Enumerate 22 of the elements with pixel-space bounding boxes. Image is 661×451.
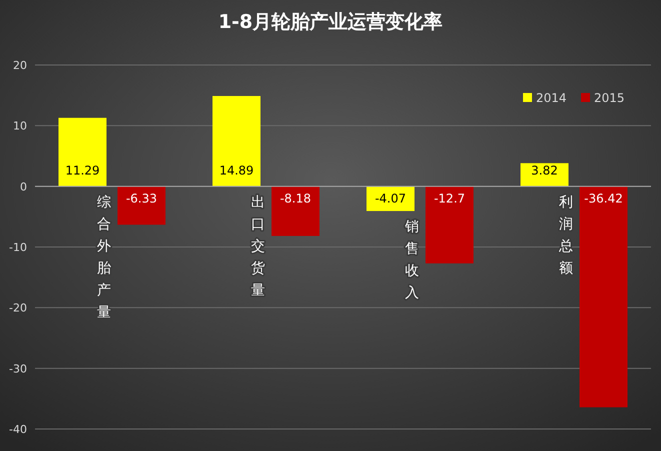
x-tick-label: 综合外胎产量	[97, 194, 111, 320]
chart-title: 1-8月轮胎产业运营变化率	[218, 11, 443, 33]
data-label: -12.7	[434, 191, 466, 206]
legend-label: 2015	[594, 91, 625, 105]
y-tick-label: 0	[20, 180, 27, 194]
x-tick-label: 销售收入	[404, 219, 419, 302]
y-tick-label: -40	[9, 423, 27, 436]
y-tick-label: 10	[13, 120, 27, 133]
x-tick-label: 出口交货量	[251, 194, 265, 298]
y-tick-label: -10	[9, 241, 27, 254]
x-tick-label: 利润总额	[558, 194, 573, 276]
data-label: 11.29	[65, 163, 100, 178]
data-label: 3.82	[531, 163, 558, 178]
data-label: -6.33	[126, 191, 158, 206]
data-label: -8.18	[280, 191, 312, 206]
y-tick-label: -30	[9, 362, 27, 376]
data-label: -4.07	[374, 191, 406, 206]
legend-label: 2014	[536, 91, 567, 105]
data-label: -36.42	[584, 191, 623, 206]
y-tick-label: 20	[13, 59, 27, 72]
y-tick-label: -20	[9, 302, 27, 315]
data-label: 14.89	[219, 163, 254, 178]
